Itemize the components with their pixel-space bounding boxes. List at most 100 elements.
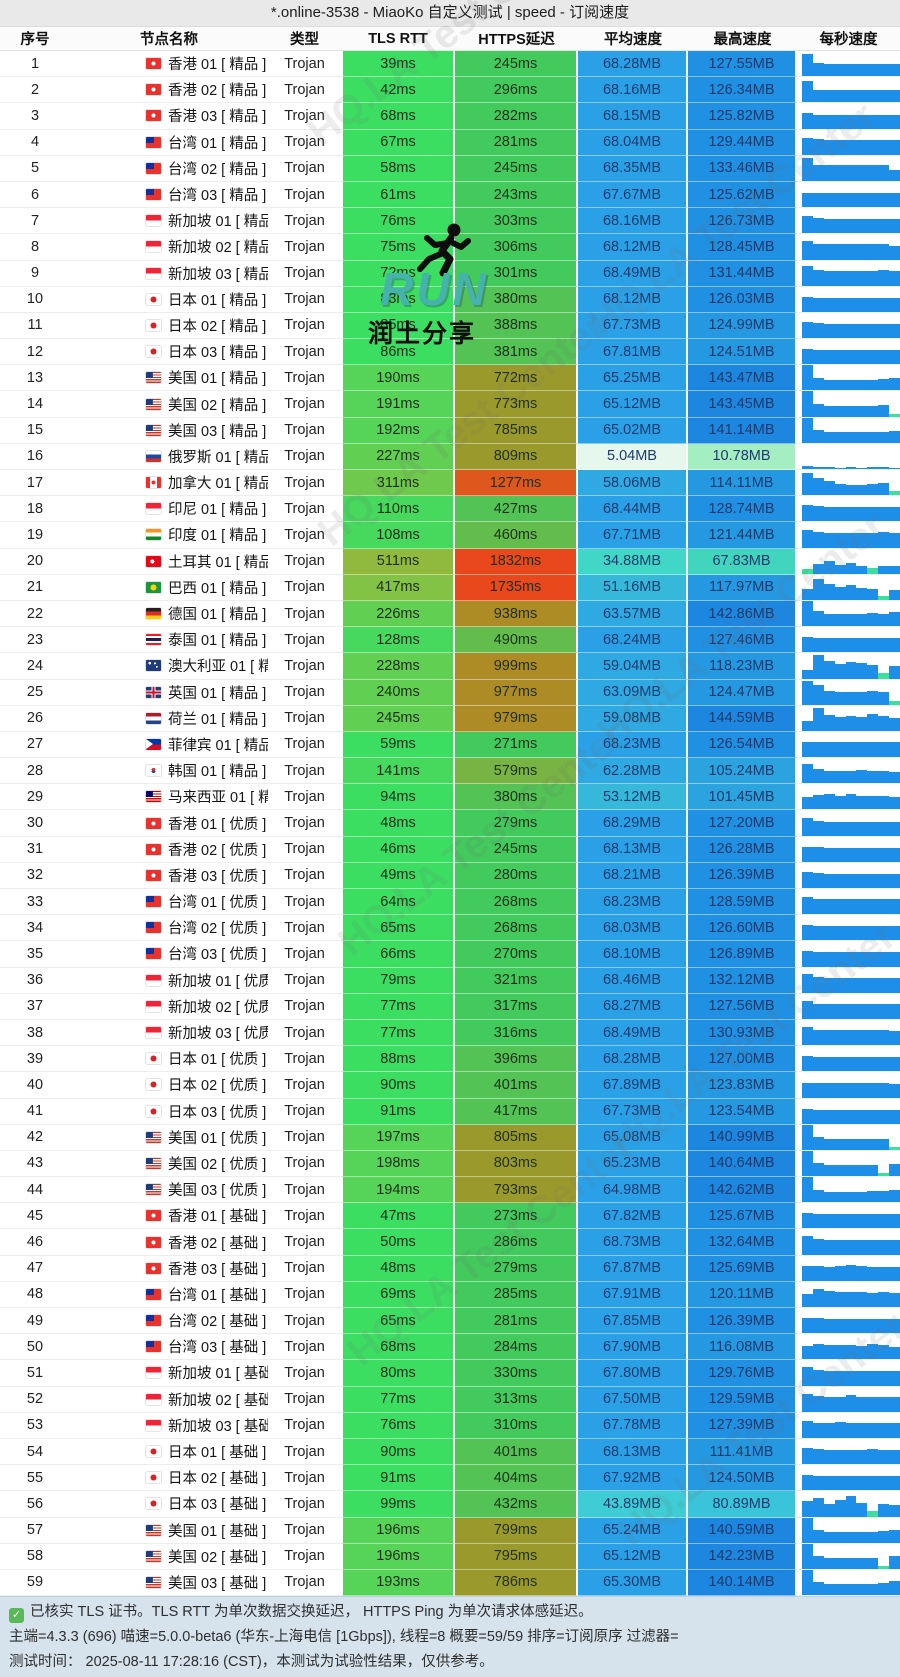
speed-sample-bar <box>812 821 824 836</box>
node-name-cell: 俄罗斯 01 [ 精品 ] <box>70 444 268 470</box>
max-speed-cell: 143.45MB <box>688 391 797 418</box>
speed-sample-bar <box>878 1423 890 1438</box>
speed-sample-bar <box>845 379 857 391</box>
speed-sample-bar <box>812 430 824 443</box>
speed-sample-bar <box>802 418 813 443</box>
speed-sample-bar <box>889 139 900 155</box>
per-second-speed-chart <box>797 1360 900 1387</box>
node-type: Trojan <box>268 1465 341 1492</box>
per-second-speed-chart <box>797 863 900 889</box>
speed-sample-bar <box>867 1449 879 1465</box>
max-speed-cell: 116.08MB <box>688 1334 797 1361</box>
node-name-cell: 日本 01 [ 基础 ] <box>70 1439 268 1466</box>
tls-rtt-cell: 83ms <box>341 286 455 313</box>
speed-sample-bar <box>878 1004 890 1019</box>
node-type: Trojan <box>268 1570 341 1597</box>
per-second-speed-chart <box>797 1203 900 1230</box>
tls-rtt-cell: 65ms <box>341 915 455 942</box>
avg-speed-cell: 68.04MB <box>578 129 688 156</box>
speed-sample-bar <box>802 1501 813 1517</box>
speed-sample-bar <box>867 139 879 155</box>
tls-rtt-cell: 194ms <box>341 1177 455 1204</box>
speed-sample-bar <box>823 1191 835 1203</box>
node-name: 日本 03 [ 基础 ] <box>168 1497 267 1514</box>
row-number: 21 <box>0 575 70 601</box>
country-flag-icon-us <box>146 424 161 436</box>
avg-speed-cell: 65.23MB <box>578 1150 688 1178</box>
speed-sample-bar <box>802 846 813 862</box>
per-second-speed-chart <box>797 627 900 654</box>
tls-rtt-cell: 91ms <box>341 1465 455 1492</box>
tls-rtt-cell: 511ms <box>341 548 455 575</box>
row-number: 54 <box>0 1439 70 1466</box>
speed-sample-bar <box>823 432 835 443</box>
table-row: 33 台湾 01 [ 优质 ] Trojan 64ms 268ms 68.23MB 128.… <box>0 889 900 916</box>
avg-speed-cell: 68.35MB <box>578 155 688 182</box>
speed-sample-bar <box>867 1292 879 1307</box>
speed-sample-bar <box>845 1318 857 1334</box>
speed-sample-bar <box>812 1318 824 1334</box>
node-type: Trojan <box>268 575 341 601</box>
speed-sample-bar <box>812 1266 824 1281</box>
table-row: 36 新加坡 01 [ 优质 ]Trojan79ms321ms68.46MB132… <box>0 967 900 994</box>
node-name-cell: 日本 02 [ 优质 ] <box>70 1072 268 1099</box>
speed-sample-bar <box>878 218 890 234</box>
tls-rtt-cell: 65ms <box>341 1308 455 1335</box>
row-number: 52 <box>0 1387 70 1413</box>
node-name: 香港 01 [ 基础 ] <box>168 1209 267 1226</box>
node-type: Trojan <box>268 889 341 916</box>
speed-sample-bar <box>812 1083 824 1098</box>
avg-speed-cell: 67.91MB <box>578 1281 688 1308</box>
speed-sample-bar <box>889 1450 900 1465</box>
https-delay-cell: 273ms <box>455 1203 578 1230</box>
https-delay-cell: 306ms <box>455 234 578 261</box>
node-name: 香港 01 [ 优质 ] <box>168 816 267 833</box>
speed-sample-bar <box>878 1266 890 1281</box>
speed-sample-bar <box>867 1165 879 1177</box>
speed-sample-bar <box>812 899 824 915</box>
max-speed-cell: 131.44MB <box>688 260 797 287</box>
speed-sample-bar <box>889 701 900 705</box>
max-speed-cell: 127.55MB <box>688 51 797 78</box>
speed-sample-bar <box>856 899 868 915</box>
node-name: 马来西亚 01 [ 精品 ] <box>168 790 268 807</box>
speed-sample-bar <box>889 1163 900 1177</box>
speed-sample-bar <box>823 770 835 784</box>
node-name-cell: 美国 02 [ 基础 ] <box>70 1544 268 1570</box>
avg-speed-cell: 68.23MB <box>578 731 688 759</box>
node-name: 美国 01 [ 优质 ] <box>168 1130 267 1147</box>
https-delay-cell: 271ms <box>455 731 578 759</box>
speed-sample-bar <box>878 1475 890 1491</box>
speed-sample-bar <box>856 795 868 810</box>
max-speed-cell: 126.39MB <box>688 1308 797 1335</box>
speed-sample-bar <box>823 139 835 155</box>
max-speed-cell: 128.45MB <box>688 234 797 261</box>
speed-sample-bar <box>867 1583 879 1596</box>
tls-rtt-cell: 226ms <box>341 600 455 628</box>
max-speed-cell: 125.69MB <box>688 1255 797 1282</box>
https-delay-cell: 803ms <box>455 1150 578 1178</box>
node-name-cell: 新加坡 03 [ 优质 ] <box>70 1020 268 1047</box>
table-row: 47 香港 03 [ 基础 ] Trojan 48ms 279ms 67.87MB 125.… <box>0 1255 900 1282</box>
speed-sample-bar <box>856 1370 868 1386</box>
https-delay-cell: 284ms <box>455 1334 578 1361</box>
speed-sample-bar <box>889 1505 900 1517</box>
speed-sample-bar <box>834 692 846 705</box>
speed-sample-bar <box>834 406 846 417</box>
per-second-speed-chart <box>797 1099 900 1125</box>
speed-sample-bar <box>812 951 824 967</box>
speed-sample-bar <box>834 270 846 286</box>
speed-sample-bar <box>867 270 879 286</box>
speed-sample-bar <box>823 613 835 627</box>
speed-sample-bar <box>856 432 868 443</box>
node-type: Trojan <box>268 680 341 706</box>
speed-sample-bar <box>856 873 868 888</box>
https-delay-cell: 321ms <box>455 967 578 994</box>
speed-sample-bar <box>834 350 846 365</box>
tls-rtt-cell: 75ms <box>341 234 455 261</box>
node-name-cell: 美国 02 [ 精品 ] <box>70 391 268 418</box>
max-speed-cell: 128.74MB <box>688 496 797 523</box>
avg-speed-cell: 67.89MB <box>578 1072 688 1099</box>
speed-sample-bar <box>845 742 857 758</box>
speed-sample-bar <box>845 1239 857 1255</box>
